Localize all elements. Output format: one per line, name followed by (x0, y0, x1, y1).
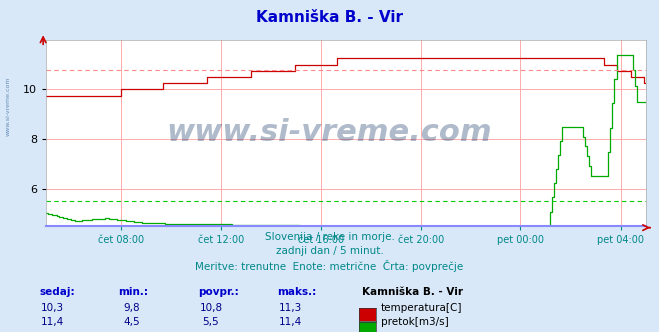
Text: povpr.:: povpr.: (198, 287, 239, 297)
Text: www.si-vreme.com: www.si-vreme.com (167, 118, 492, 147)
Text: min.:: min.: (119, 287, 149, 297)
Text: maks.:: maks.: (277, 287, 316, 297)
Text: temperatura[C]: temperatura[C] (381, 303, 463, 313)
Text: www.si-vreme.com: www.si-vreme.com (5, 76, 11, 136)
Text: 4,5: 4,5 (123, 317, 140, 327)
Text: Slovenija / reke in morje.: Slovenija / reke in morje. (264, 232, 395, 242)
Text: 10,8: 10,8 (199, 303, 223, 313)
Text: Kamniška B. - Vir: Kamniška B. - Vir (362, 287, 463, 297)
Text: 11,4: 11,4 (278, 317, 302, 327)
Text: 10,3: 10,3 (41, 303, 65, 313)
Text: zadnji dan / 5 minut.: zadnji dan / 5 minut. (275, 246, 384, 256)
Text: sedaj:: sedaj: (40, 287, 75, 297)
Text: 11,3: 11,3 (278, 303, 302, 313)
Text: Meritve: trenutne  Enote: metrične  Črta: povprečje: Meritve: trenutne Enote: metrične Črta: … (195, 260, 464, 272)
Text: 11,4: 11,4 (41, 317, 65, 327)
Text: 9,8: 9,8 (123, 303, 140, 313)
Text: 5,5: 5,5 (202, 317, 219, 327)
Text: pretok[m3/s]: pretok[m3/s] (381, 317, 449, 327)
Text: Kamniška B. - Vir: Kamniška B. - Vir (256, 10, 403, 25)
